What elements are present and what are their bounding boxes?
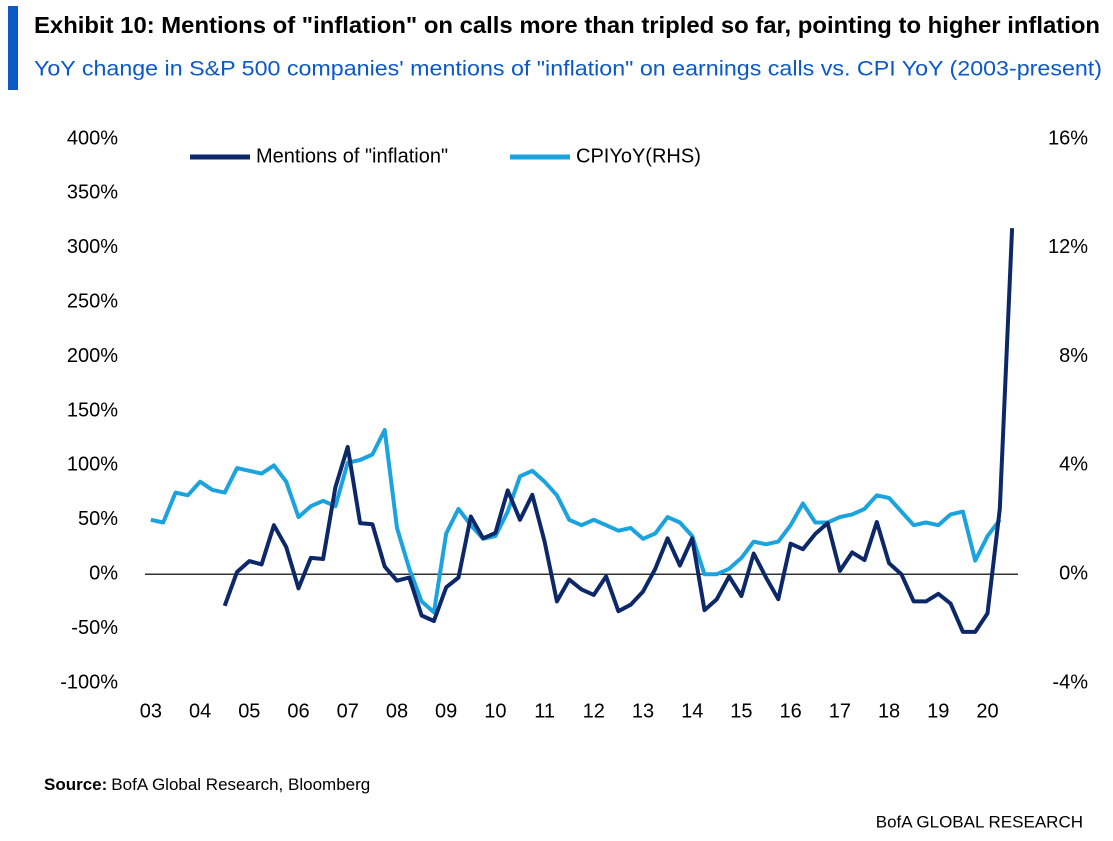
x-tick-label: 09 [435,700,457,722]
legend-item: CPIYoY(RHS) [510,145,701,167]
y2-tick-label: 16% [1048,127,1088,149]
legend-label: Mentions of "inflation" [256,145,448,167]
y-tick-label: 300% [67,236,118,258]
chart-subtitle: YoY change in S&P 500 companies' mention… [34,58,1102,81]
y2-tick-label: 8% [1059,345,1088,367]
x-tick-label: 07 [337,700,359,722]
y-tick-label: -50% [71,617,118,639]
y2-tick-label: 0% [1059,562,1088,584]
source: Source: BofA Global Research, Bloomberg [44,775,370,794]
x-tick-label: 05 [238,700,260,722]
series-line [150,428,1002,615]
y-tick-label: 400% [67,127,118,149]
x-tick-label: 08 [386,700,408,722]
x-tick-label: 19 [927,700,949,722]
x-tick-label: 18 [878,700,900,722]
y2-tick-label: 4% [1059,454,1088,476]
x-tick-label: 15 [730,700,752,722]
x-tick-label: 12 [583,700,605,722]
y-tick-label: 200% [67,345,118,367]
source-text: BofA Global Research, Bloomberg [111,775,370,794]
y-tick-label: 350% [67,182,118,204]
y2-tick-label: 12% [1048,236,1088,258]
source-label: Source: [44,775,107,794]
series-line [222,228,1015,634]
x-tick-label: 04 [189,700,211,722]
x-tick-label: 03 [140,700,162,722]
y-tick-label: 100% [67,454,118,476]
x-tick-label: 17 [829,700,851,722]
y-tick-label: 0% [89,562,118,584]
x-tick-label: 16 [780,700,802,722]
chart-title: Exhibit 10: Mentions of "inflation" on c… [34,12,1100,38]
accent-bar [8,6,18,90]
x-tick-label: 06 [287,700,309,722]
x-tick-label: 14 [681,700,703,722]
y-tick-label: -100% [60,671,118,693]
x-tick-label: 13 [632,700,654,722]
legend-label: CPIYoY(RHS) [576,145,701,167]
x-tick-label: 10 [484,700,506,722]
y-tick-label: 250% [67,290,118,312]
legend-item: Mentions of "inflation" [190,145,448,167]
y2-tick-label: -4% [1052,671,1088,693]
y-tick-label: 50% [78,508,118,530]
y-tick-label: 150% [67,399,118,421]
footer: BofA GLOBAL RESEARCH [876,812,1083,831]
x-tick-label: 20 [976,700,998,722]
x-tick-label: 11 [534,700,555,722]
